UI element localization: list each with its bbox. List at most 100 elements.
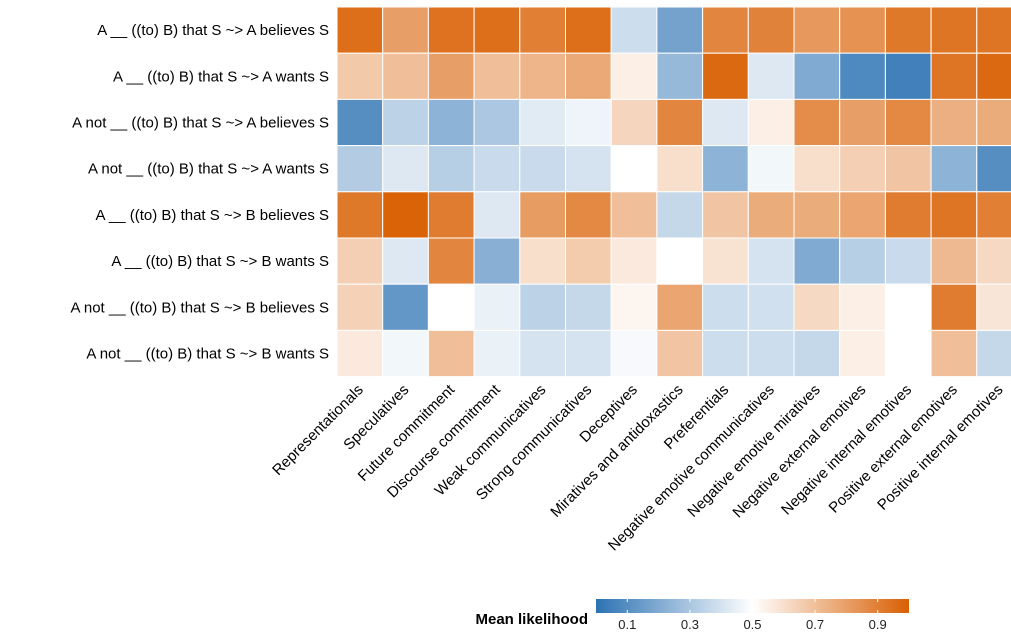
heatmap-cell [976, 52, 1011, 100]
heatmap-cell [747, 98, 795, 147]
heatmap-cell [793, 329, 841, 378]
column-label: Negative emotive communicatives [605, 381, 778, 554]
heatmap-cell [839, 98, 886, 147]
heatmap-cell [793, 98, 841, 147]
heatmap-cell [427, 191, 475, 239]
heatmap-cell [884, 237, 932, 285]
heatmap-cell [336, 283, 384, 331]
heatmap-cell [930, 52, 978, 100]
heatmap-cell [702, 283, 749, 331]
colorbar-title: Mean likelihood [475, 611, 588, 628]
heatmap-cell [702, 191, 749, 239]
heatmap-cell [427, 98, 475, 147]
heatmap-cell [519, 145, 566, 193]
heatmap-cell [884, 283, 932, 331]
heatmap-cell [565, 283, 612, 331]
row-label: A __ ((to) B) that S ~> A wants S [113, 68, 329, 85]
heatmap-cell [656, 145, 704, 193]
heatmap-cell [747, 283, 795, 331]
row-label: A not __ ((to) B) that S ~> B wants S [86, 346, 329, 363]
heatmap-cell [336, 145, 384, 193]
heatmap-cell [884, 52, 932, 100]
heatmap-cell [336, 329, 384, 378]
heatmap-cell [747, 191, 795, 239]
heatmap-cell [336, 6, 384, 54]
heatmap-cell [519, 98, 566, 147]
heatmap-cell [565, 52, 612, 100]
heatmap-cell [519, 237, 566, 285]
heatmap-cell [930, 329, 978, 378]
heatmap-cell [610, 6, 658, 54]
heatmap-cell [610, 145, 658, 193]
heatmap-cell [884, 6, 932, 54]
heatmap-cell [610, 237, 658, 285]
heatmap-cell [930, 145, 978, 193]
heatmap-cell [656, 52, 704, 100]
heatmap-cell [839, 6, 886, 54]
heatmap-cell [382, 6, 429, 54]
colorbar-tick-label: 0.3 [681, 617, 699, 632]
heatmap-cell [702, 145, 749, 193]
heatmap-cell [382, 329, 429, 378]
heatmap-cell [656, 191, 704, 239]
heatmap-cell [382, 283, 429, 331]
heatmap-cell [473, 237, 521, 285]
heatmap-cell [519, 191, 566, 239]
heatmap-cell [519, 52, 566, 100]
heatmap-cell [793, 52, 841, 100]
heatmap-cell [976, 191, 1011, 239]
heatmap-cell [382, 191, 429, 239]
heatmap-cell [565, 6, 612, 54]
heatmap-cell [747, 6, 795, 54]
heatmap-cell [382, 52, 429, 100]
colorbar-tick-label: 0.9 [869, 617, 887, 632]
heatmap-cell [839, 145, 886, 193]
heatmap-cell [565, 329, 612, 378]
row-label: A not __ ((to) B) that S ~> A believes S [72, 115, 329, 132]
heatmap-cell [930, 237, 978, 285]
heatmap-cell [427, 145, 475, 193]
row-label: A __ ((to) B) that S ~> B believes S [96, 207, 329, 224]
heatmap-cell [656, 283, 704, 331]
heatmap-cell [565, 191, 612, 239]
heatmap-cell [427, 6, 475, 54]
heatmap-cell [473, 6, 521, 54]
heatmap-cell [976, 237, 1011, 285]
heatmap-cell [656, 98, 704, 147]
heatmap-cell [839, 191, 886, 239]
heatmap-cell [656, 329, 704, 378]
heatmap-cell [382, 145, 429, 193]
heatmap-cell [839, 52, 886, 100]
heatmap-cell [427, 283, 475, 331]
heatmap-cell [427, 237, 475, 285]
row-label: A __ ((to) B) that S ~> A believes S [97, 22, 329, 39]
heatmap-cell [702, 329, 749, 378]
heatmap-cell [839, 329, 886, 378]
heatmap-cell [427, 52, 475, 100]
heatmap-cell [930, 98, 978, 147]
heatmap-cell [747, 329, 795, 378]
heatmap-cell [519, 6, 566, 54]
heatmap-cell [610, 283, 658, 331]
heatmap-cell [930, 6, 978, 54]
colorbar-gradient [596, 599, 909, 613]
heatmap-cell [473, 52, 521, 100]
heatmap-cell [976, 329, 1011, 378]
heatmap-cell [473, 145, 521, 193]
heatmap-cell [702, 98, 749, 147]
heatmap-cell [793, 145, 841, 193]
colorbar-tick-label: 0.1 [618, 617, 636, 632]
heatmap-cell [930, 283, 978, 331]
heatmap-cell [610, 98, 658, 147]
heatmap-cell [565, 145, 612, 193]
heatmap-cell [702, 52, 749, 100]
colorbar-tick-label: 0.5 [743, 617, 761, 632]
heatmap-cell [336, 191, 384, 239]
heatmap-cell [976, 145, 1011, 193]
heatmap-cell [884, 329, 932, 378]
heatmap-cell [747, 145, 795, 193]
heatmap-cell [839, 237, 886, 285]
heatmap-cell [793, 237, 841, 285]
heatmap-cell [336, 98, 384, 147]
